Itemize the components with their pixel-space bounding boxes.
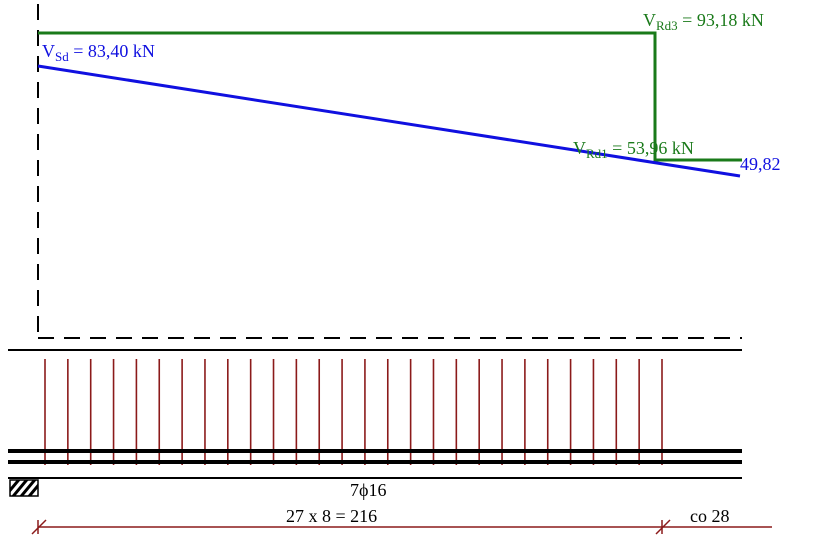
design-shear-line — [37, 64, 741, 178]
rebar-label: 7ϕ16 — [350, 480, 386, 500]
stirrups-group — [44, 359, 663, 465]
vsd-label: VSd = 83,40 kN — [42, 41, 155, 64]
remaining-spacing-label: co 28 — [690, 506, 730, 526]
vrd1-label: VRd1 = 53,96 kN — [573, 138, 694, 161]
support-hatch — [9, 479, 39, 497]
end-shear-value: 49,82 — [740, 154, 781, 174]
stirrup-spacing-label: 27 x 8 = 216 — [286, 506, 377, 526]
vrd3-label: VRd3 = 93,18 kN — [643, 10, 764, 33]
dimension-tick-end — [655, 519, 671, 535]
dimension-tick-start — [31, 519, 47, 535]
shear-capacity-envelope — [38, 31, 742, 162]
